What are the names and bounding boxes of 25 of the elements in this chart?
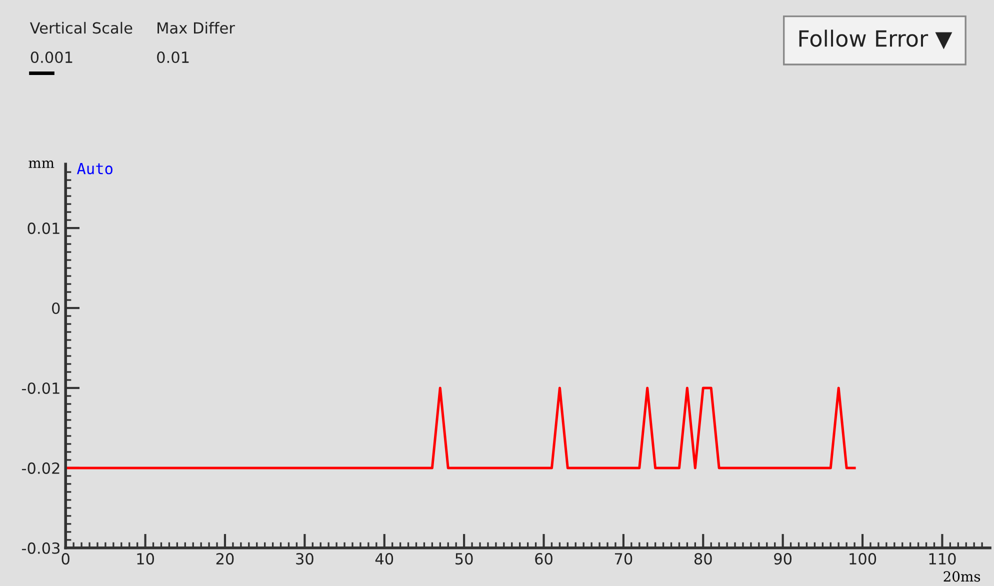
text: 0.001 — [30, 51, 72, 64]
x-axis-title: 20ms — [944, 571, 980, 582]
text: Max Differ — [158, 22, 235, 34]
text: Follow Error ▼ — [799, 30, 952, 50]
x-tick-label: 30 — [296, 553, 314, 565]
y-tick-label: -0.01 — [22, 382, 60, 394]
x-tick-label: 10 — [137, 553, 154, 565]
text: Vertical Scale — [30, 22, 132, 34]
x-tick-label: 70 — [614, 553, 632, 565]
x-tick-label: 110 — [929, 553, 956, 565]
y-axis-title: mm — [28, 160, 54, 168]
x-tick-label: 100 — [850, 553, 876, 565]
x-tick-label: 40 — [375, 553, 394, 565]
text: 0.01 — [157, 51, 189, 64]
y-tick-label: -0.02 — [22, 462, 60, 474]
x-tick-label: 80 — [694, 553, 712, 565]
x-tick-label: 60 — [535, 553, 552, 565]
x-tick-label: 90 — [774, 553, 792, 565]
y-tick-label: -0.03 — [22, 542, 60, 554]
annotation: Auto — [76, 162, 112, 174]
x-tick-label: 0 — [62, 553, 70, 565]
x-tick-label: 20 — [216, 553, 234, 565]
y-tick-label: 0 — [52, 302, 60, 314]
y-tick-label: 0.01 — [28, 222, 60, 234]
x-tick-label: 50 — [456, 553, 473, 565]
